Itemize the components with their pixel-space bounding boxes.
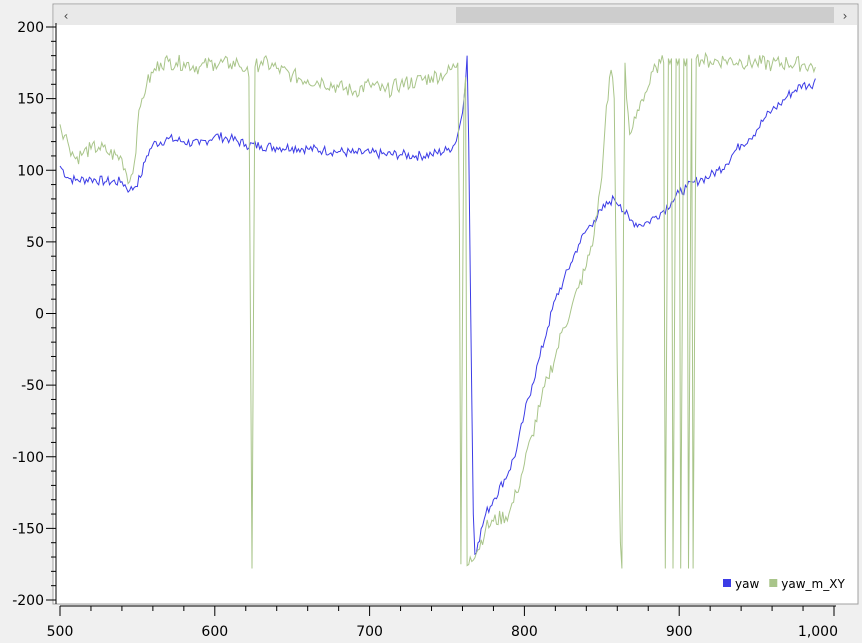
y-tick-label: -50 <box>21 378 44 394</box>
legend-label-yaw_m_XY: yaw_m_XY <box>781 577 845 591</box>
x-tick-label: 700 <box>356 624 383 640</box>
y-tick-label: 200 <box>17 20 44 36</box>
x-axis: 500 600 700 800 900 1,000 <box>47 605 838 640</box>
x-tick-label: 1,000 <box>798 624 838 640</box>
x-tick-label: 900 <box>666 624 693 640</box>
x-tick-label: 800 <box>511 624 538 640</box>
x-tick-label: 500 <box>47 624 74 640</box>
legend-swatch-yaw_m_XY <box>769 579 778 587</box>
plot-area <box>52 3 859 605</box>
horizontal-scrollbar[interactable]: ‹ › <box>54 5 857 25</box>
y-tick-label: 0 <box>35 307 44 323</box>
y-tick-label: 150 <box>17 92 44 108</box>
y-tick-label: -100 <box>12 450 44 466</box>
plot-lines <box>59 51 816 569</box>
y-tick-label: -150 <box>12 521 44 537</box>
y-tick-label: -200 <box>12 593 44 609</box>
series-line-yaw <box>59 55 816 556</box>
legend-label-yaw: yaw <box>735 577 759 591</box>
legend-swatch-yaw <box>723 579 731 587</box>
y-tick-label: 50 <box>26 235 44 251</box>
chevron-left-icon[interactable]: ‹ <box>64 9 69 23</box>
y-tick-label: 100 <box>17 163 44 179</box>
legend: yaw yaw_m_XY <box>723 577 845 591</box>
series-line-yaw_m_XY <box>59 51 816 569</box>
scrollbar-thumb[interactable] <box>456 7 834 23</box>
y-axis: 200 150 100 50 0 -50 -100 -150 -200 <box>12 20 57 609</box>
chevron-right-icon[interactable]: › <box>843 9 848 23</box>
x-tick-label: 600 <box>201 624 228 640</box>
